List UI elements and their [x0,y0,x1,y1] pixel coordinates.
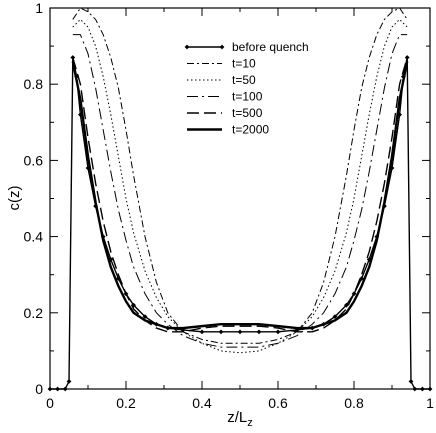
legend: before quench t=10 t=50 t=100 t=500 t=2000 [184,40,309,137]
series-6 [71,61,409,330]
x-tick-label: 1 [426,395,434,411]
axes-layer: 0 0.2 0.4 0.6 0.8 1 0 0.2 0.4 0.6 0.8 1 [24,0,435,411]
data-point [294,327,300,333]
data-point [389,165,395,171]
x-tick-label: 0.2 [116,395,136,411]
legend-marker [219,44,225,50]
x-tick-label: 0 [46,395,54,411]
y-tick-label: 0.6 [24,152,44,168]
x-tick-label: 0.6 [268,395,288,411]
data-point [131,302,136,308]
data-point [116,276,121,281]
data-point [344,302,349,308]
data-point [66,378,72,384]
series-line-4 [72,34,408,348]
legend-label: t=100 [232,90,263,104]
series-4 [72,34,408,348]
data-point [180,327,186,333]
y-tick-label: 0.8 [24,76,44,92]
data-point [218,329,224,335]
legend-label: before quench [232,40,309,54]
legend-marker [184,44,190,50]
series-layer [47,7,433,392]
series-5 [72,57,408,333]
series-line-5 [72,57,408,333]
legend-label: t=50 [232,73,256,87]
data-point [78,112,83,118]
y-axis-title: c(z) [6,186,23,211]
legend-label: t=500 [232,106,263,120]
x-axis-title: z/Lz [227,409,253,429]
data-point [237,329,243,335]
data-point [351,291,357,297]
y-tick-label: 0 [35,381,43,397]
series-3 [72,18,408,354]
data-point [359,276,364,281]
x-tick-label: 0.4 [192,395,212,411]
data-point [332,314,338,320]
series-line-3 [72,18,408,354]
y-tick-label: 1 [35,0,43,16]
legend-label: t=2000 [232,123,269,137]
legend-label: t=10 [232,57,256,71]
data-point [142,314,148,320]
x-tick-label: 0.8 [344,395,364,411]
y-tick-label: 0.2 [24,305,44,321]
data-point [199,329,205,335]
data-point [256,329,262,335]
data-point [408,378,414,384]
series-line-6 [71,61,409,330]
data-point [275,329,281,335]
y-tick-label: 0.4 [24,229,44,245]
